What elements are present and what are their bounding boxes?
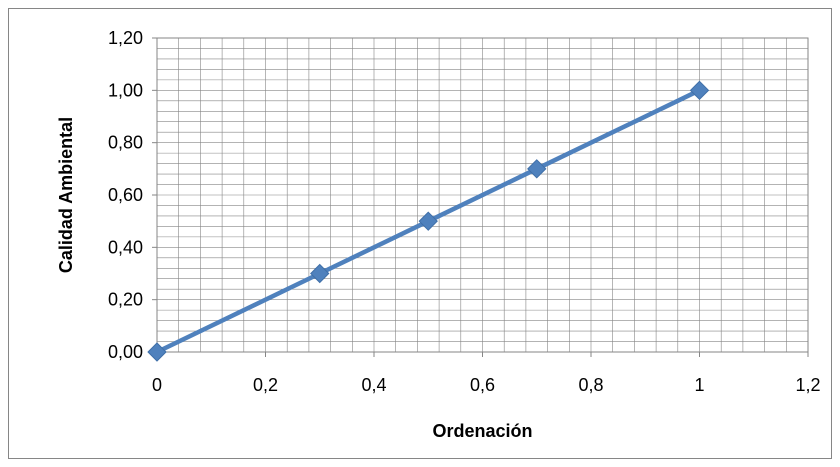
- data-point-marker: [147, 342, 167, 362]
- tick-labels: 0 0,2 0,4 0,6 0,8 1 1,2 0,00 0,20 0,40 0,60 0,80 1,0…: [108, 28, 821, 395]
- chart-area: [8, 8, 832, 459]
- data-point-marker: [689, 80, 710, 101]
- y-tick-label: 0,20: [108, 290, 143, 310]
- x-tick-label: 1,2: [795, 375, 820, 395]
- x-axis-title: Ordenación: [432, 421, 532, 441]
- x-tick-label: 0,4: [361, 375, 386, 395]
- y-tick-label: 0,60: [108, 185, 143, 205]
- x-tick-label: 0,6: [470, 375, 495, 395]
- x-tick-label: 0,2: [253, 375, 278, 395]
- y-tick-label: 0,80: [108, 133, 143, 153]
- y-tick-label: 1,00: [108, 80, 143, 100]
- y-tick-label: 0,40: [108, 237, 143, 257]
- x-tick-label: 0,8: [578, 375, 603, 395]
- gridlines: [157, 38, 808, 352]
- x-tick-label: 1: [694, 375, 704, 395]
- y-tick-label: 0,00: [108, 342, 143, 362]
- x-tick-label: 0: [152, 375, 162, 395]
- y-axis-title: Calidad Ambiental: [56, 117, 76, 273]
- data-point-marker: [527, 159, 547, 179]
- y-tick-label: 1,20: [108, 28, 143, 48]
- data-point-marker: [310, 263, 330, 284]
- data-point-marker: [418, 211, 438, 231]
- series-layer: [147, 80, 710, 362]
